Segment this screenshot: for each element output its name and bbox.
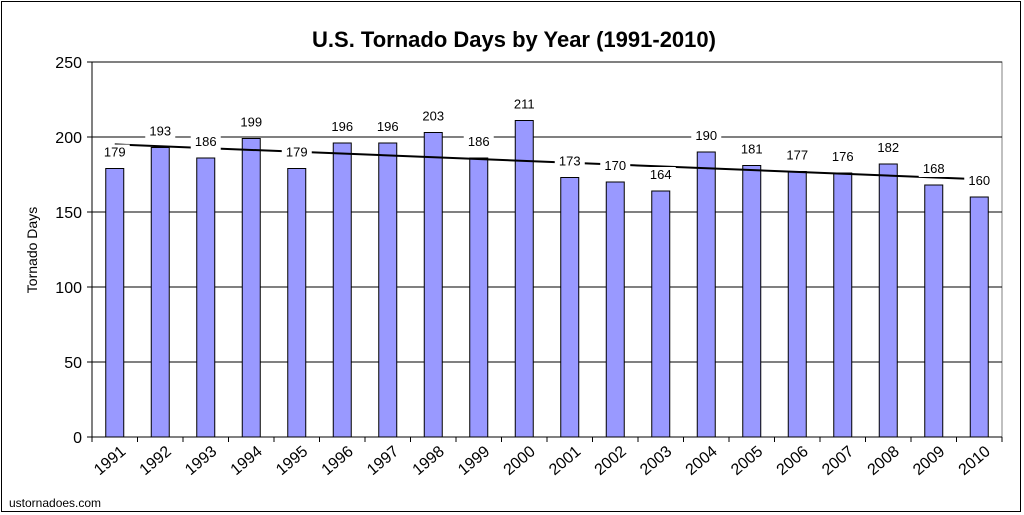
y-tick-label-200: 200 (55, 130, 82, 147)
data-label-bg-1997 (372, 119, 403, 135)
x-tick-label-2005: 2005 (728, 443, 766, 479)
bar-1995 (287, 168, 307, 438)
data-label-1996: 196 (331, 119, 353, 134)
bar-1999 (469, 157, 489, 438)
chart-title: U.S. Tornado Days by Year (1991-2010) (312, 27, 716, 52)
bar-2001 (560, 177, 580, 438)
bar-1991 (105, 168, 125, 438)
bar-2002 (605, 181, 625, 438)
data-label-bg-2007 (827, 149, 858, 165)
x-tick-label-2004: 2004 (683, 443, 721, 479)
data-label-bg-2002 (600, 158, 631, 174)
data-label-2005: 181 (741, 142, 763, 157)
x-tick-label-1998: 1998 (410, 443, 448, 479)
data-label-bg-2004 (691, 128, 722, 144)
y-tick-label-100: 100 (55, 280, 82, 297)
y-tick-label-150: 150 (55, 205, 82, 222)
data-label-bg-2010 (964, 173, 995, 189)
y-tick-label-250: 250 (55, 55, 82, 72)
x-tick-label-1995: 1995 (273, 443, 311, 479)
plot-border (91, 61, 1003, 438)
x-tick-label-2009: 2009 (910, 443, 948, 479)
data-label-bg-1993 (190, 134, 221, 150)
bar-1992 (150, 147, 170, 438)
data-label-bg-2009 (918, 161, 949, 177)
bar-2005 (742, 165, 762, 438)
trendline (114, 143, 980, 181)
y-tick-label-0: 0 (73, 430, 82, 447)
bar-1993 (196, 157, 216, 438)
data-label-bg-1999 (463, 134, 494, 150)
data-label-2002: 170 (604, 158, 626, 173)
x-tick-label-2003: 2003 (637, 443, 675, 479)
y-axis-label: Tornado Days (24, 207, 40, 293)
x-tick-label-2001: 2001 (546, 443, 584, 479)
bar-2010 (969, 196, 989, 438)
bar-1998 (423, 132, 443, 438)
data-label-2000: 211 (514, 97, 535, 112)
x-tick-label-2002: 2002 (592, 443, 630, 479)
bar-1994 (241, 138, 261, 438)
data-label-1992: 193 (149, 124, 171, 139)
data-label-1995: 179 (286, 145, 308, 160)
data-label-2004: 190 (695, 128, 717, 143)
data-label-bg-1996 (327, 119, 358, 135)
data-label-bg-2003 (645, 167, 676, 183)
bar-2009 (924, 184, 944, 438)
data-label-bg-1995 (281, 144, 312, 161)
data-label-2010: 160 (968, 173, 990, 188)
x-tick-label-1996: 1996 (319, 443, 357, 479)
x-tick-label-2007: 2007 (819, 443, 857, 479)
data-label-bg-1991 (99, 144, 130, 161)
y-tick-label-50: 50 (64, 355, 82, 372)
x-tick-label-1994: 1994 (228, 443, 266, 479)
data-label-1999: 186 (468, 134, 490, 149)
x-tick-label-1992: 1992 (137, 443, 175, 479)
data-label-1997: 196 (377, 119, 399, 134)
data-label-bg-1994 (236, 114, 267, 131)
x-tick-label-1991: 1991 (91, 443, 129, 479)
x-tick-label-1997: 1997 (364, 443, 402, 479)
data-label-1998: 203 (422, 109, 444, 124)
data-label-bg-1998 (418, 108, 449, 125)
data-label-bg-2001 (554, 153, 585, 170)
bar-2003 (651, 190, 671, 438)
x-tick-label-1999: 1999 (455, 443, 493, 479)
bar-2000 (514, 120, 534, 438)
bar-2008 (878, 163, 898, 438)
data-label-2006: 177 (786, 148, 808, 163)
data-label-2007: 176 (832, 149, 854, 164)
data-label-2009: 168 (923, 161, 945, 176)
data-label-1993: 186 (195, 134, 217, 149)
data-label-2003: 164 (650, 167, 672, 182)
data-label-2008: 182 (877, 140, 899, 155)
data-label-bg-2005 (736, 141, 767, 158)
bar-2004 (696, 151, 716, 438)
data-label-bg-1992 (145, 123, 176, 140)
x-tick-label-1993: 1993 (182, 443, 220, 479)
x-tick-label-2008: 2008 (865, 443, 903, 479)
bar-1997 (378, 142, 398, 438)
data-label-bg-2006 (782, 147, 813, 164)
bar-2006 (787, 171, 807, 438)
source-label: ustornadoes.com (9, 496, 101, 510)
x-tick-label-2006: 2006 (774, 443, 812, 479)
data-label-bg-2008 (873, 140, 904, 156)
bar-2007 (833, 172, 853, 438)
x-tick-label-2000: 2000 (501, 443, 539, 479)
x-tick-label-2010: 2010 (956, 443, 994, 479)
data-label-1991: 179 (104, 145, 126, 160)
data-label-1994: 199 (240, 115, 262, 130)
data-label-2001: 173 (559, 154, 581, 169)
plot-area: 0 50 100 150 200 250 179 193 186 199 179 196 196 203 1… (55, 55, 1003, 479)
bar-1996 (332, 142, 352, 438)
data-label-bg-2000 (509, 96, 540, 113)
